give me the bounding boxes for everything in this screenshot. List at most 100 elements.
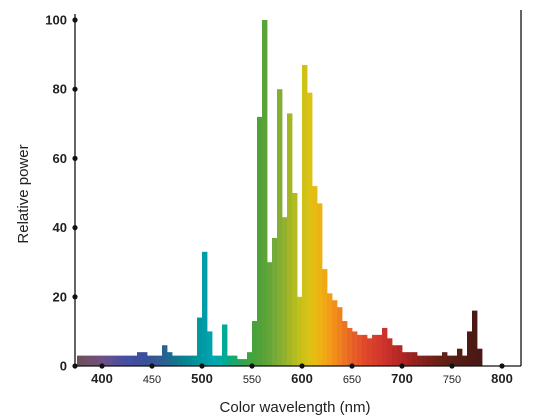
y-tick-label: 100 <box>45 13 67 28</box>
spectrum-bar <box>432 355 438 366</box>
spectrum-bar <box>107 355 113 366</box>
spectrum-bar <box>302 64 308 366</box>
spectrum-bar <box>277 89 283 366</box>
x-tick-label: 800 <box>491 371 513 386</box>
spectrum-bar <box>452 355 458 366</box>
spectrum-bars <box>77 20 483 366</box>
spectrum-bar <box>177 355 183 366</box>
y-tick-dot <box>72 294 78 300</box>
spectrum-bar <box>262 20 268 366</box>
axes <box>74 10 522 367</box>
y-tick-label: 20 <box>53 289 67 304</box>
y-axis-title: Relative power <box>15 144 32 243</box>
x-tick-dot <box>499 363 505 369</box>
spectrum-bar <box>257 116 263 366</box>
spectrum-bar <box>147 355 153 366</box>
x-tick-dot <box>349 363 355 369</box>
x-tick-label: 550 <box>243 374 261 386</box>
spectrum-bar <box>437 355 443 366</box>
y-tick-dot <box>72 86 78 92</box>
x-tick-label: 650 <box>343 374 361 386</box>
spectrum-bar <box>292 193 298 366</box>
spectrum-bar <box>287 113 293 366</box>
spectrum-bar <box>477 348 483 366</box>
spectrum-bar <box>172 355 178 366</box>
spectrum-bar <box>317 203 323 366</box>
spectrum-bar <box>282 217 288 366</box>
y-tick-label: 40 <box>53 220 67 235</box>
spectrum-bar <box>447 355 453 366</box>
spectrum-bar <box>82 355 88 366</box>
spectrum-bar <box>97 355 103 366</box>
spectrum-bar <box>307 92 313 366</box>
spectrum-bar <box>137 352 143 366</box>
spectrum-bar <box>412 352 418 366</box>
spectrum-bar <box>332 300 338 366</box>
x-tick-dot <box>149 363 155 369</box>
spectrum-bar <box>132 355 138 366</box>
spectrum-bar <box>367 338 373 366</box>
spectrum-bar <box>222 324 228 366</box>
spectrum-bar <box>372 334 378 366</box>
y-tick-label: 0 <box>60 359 67 374</box>
spectrum-bar <box>207 331 213 366</box>
spectrum-bar <box>237 359 243 366</box>
spectrum-bar <box>117 355 123 366</box>
spectrum-bar <box>422 355 428 366</box>
x-tick-dot <box>199 363 205 369</box>
spectrum-bar <box>337 307 343 366</box>
x-tick-label: 700 <box>391 371 413 386</box>
spectrum-bar <box>457 348 463 366</box>
spectrum-bar <box>392 345 398 366</box>
spectrum-bar <box>342 321 348 366</box>
spectrum-bar <box>357 334 363 366</box>
x-tick-label: 400 <box>91 371 113 386</box>
x-axis-title: Color wavelength (nm) <box>220 399 371 416</box>
spectrum-bar <box>212 355 218 366</box>
spectrum-bar <box>442 352 448 366</box>
spectrum-bar <box>297 296 303 366</box>
spectrum-bar <box>407 352 413 366</box>
x-tick-dot <box>449 363 455 369</box>
spectrum-bar <box>127 355 133 366</box>
spectrum-bar <box>402 352 408 366</box>
x-tick-dot <box>399 363 405 369</box>
ticks: 0 20 40 60 80 100 400 450 500 550 600 650 700 750 800 <box>45 13 513 387</box>
y-tick-label: 80 <box>53 82 67 97</box>
spectrum-bar <box>152 355 158 366</box>
spectrum-bar <box>462 355 468 366</box>
spectrum-bar <box>92 355 98 366</box>
y-tick-dot <box>72 225 78 231</box>
spectrum-bar <box>252 321 258 366</box>
x-tick-label: 600 <box>291 371 313 386</box>
spectrum-bar <box>467 331 473 366</box>
spectrum-bar <box>327 293 333 366</box>
spectrum-bar <box>267 262 273 366</box>
spectrum-bar <box>202 251 208 366</box>
spectrum-bar <box>87 355 93 366</box>
y-tick-dot <box>72 363 78 369</box>
x-tick-label: 750 <box>443 374 461 386</box>
spectrum-bar <box>322 269 328 366</box>
spectrum-bar <box>382 327 388 366</box>
spectrum-bar <box>417 355 423 366</box>
spectrum-bar <box>167 352 173 366</box>
spectrum-bar <box>427 355 433 366</box>
x-tick-dot <box>249 363 255 369</box>
spectrum-bar <box>377 334 383 366</box>
y-tick-dot <box>72 155 78 161</box>
x-tick-label: 450 <box>143 374 161 386</box>
spectrum-bar <box>362 334 368 366</box>
spectrum-bar <box>187 355 193 366</box>
spectrum-bar <box>397 345 403 366</box>
x-tick-dot <box>99 363 105 369</box>
spectrum-bar <box>227 355 233 366</box>
y-tick-dot <box>72 17 78 23</box>
x-tick-dot <box>299 363 305 369</box>
spectrum-bar <box>232 355 238 366</box>
spectrum-bar <box>197 317 203 366</box>
spectrum-bar <box>102 355 108 366</box>
x-tick-label: 500 <box>191 371 213 386</box>
spectrum-bar <box>352 331 358 366</box>
spectrum-bar <box>217 355 223 366</box>
